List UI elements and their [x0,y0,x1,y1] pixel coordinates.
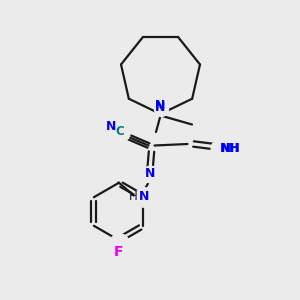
Text: N: N [155,99,166,112]
Text: F: F [114,245,123,260]
Text: H: H [129,190,138,203]
Text: C: C [116,125,124,139]
Text: N: N [155,101,166,114]
Text: N: N [145,167,155,180]
Text: N: N [139,190,149,203]
Text: NH: NH [220,142,240,155]
Text: N: N [106,120,116,134]
Text: NH: NH [220,142,239,155]
